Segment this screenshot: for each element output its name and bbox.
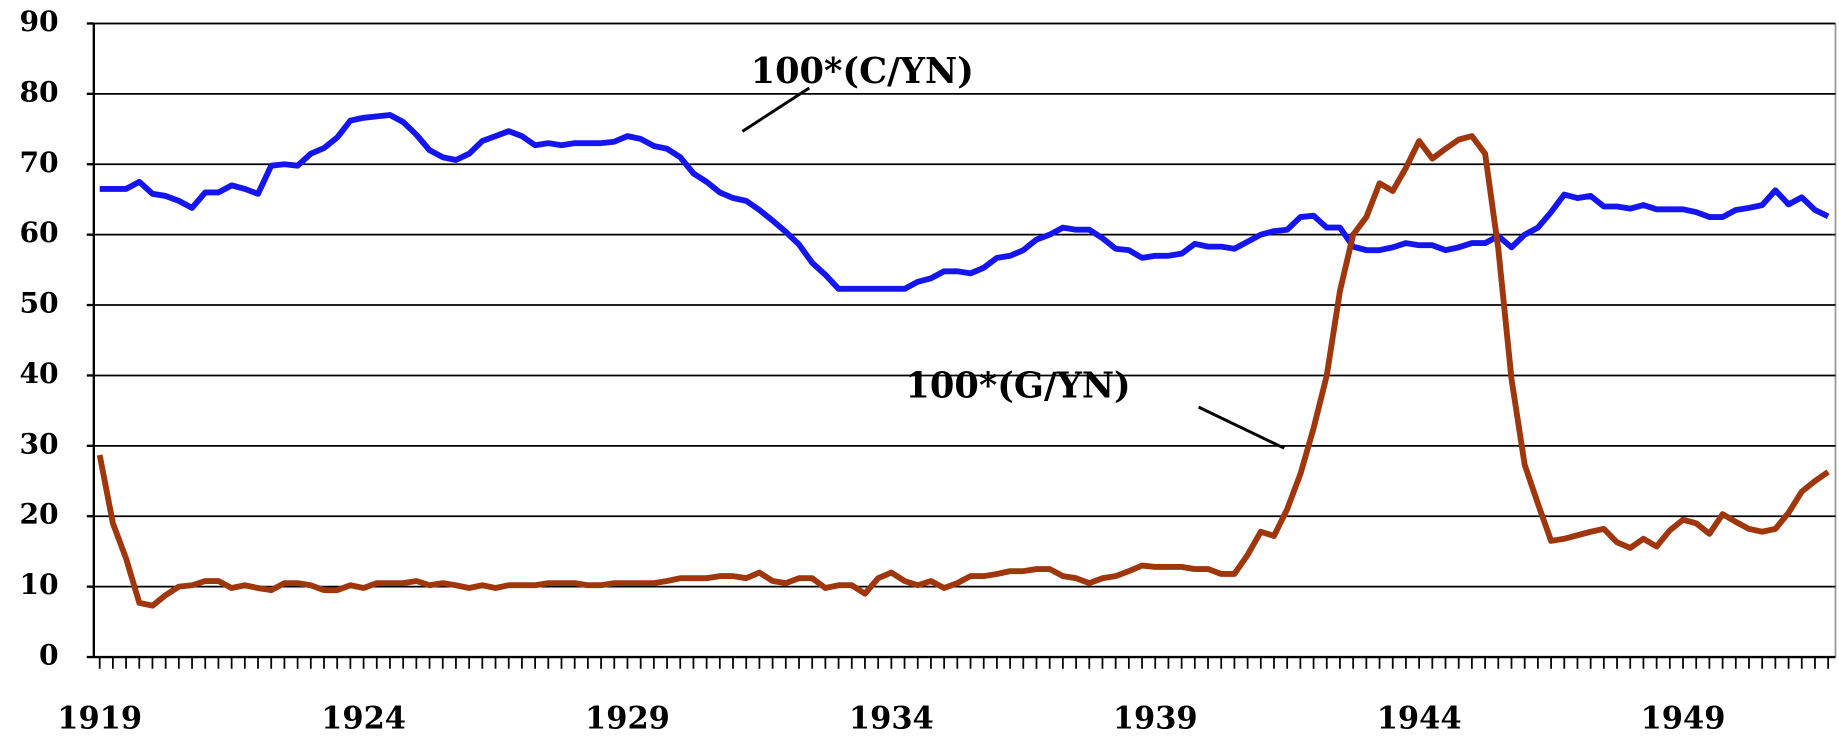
annotation: 100*(G/YN) [905,365,1130,406]
y-tick-label: 80 [19,75,58,108]
x-tick-label: 1919 [57,700,142,736]
x-tick-label: 1924 [321,700,406,736]
y-tick-label: 90 [19,5,58,38]
y-tick-label: 10 [19,568,58,601]
y-tick-label: 40 [19,357,58,390]
line-series [96,133,1830,609]
annotation: 100*(C/YN) [751,51,974,92]
y-tick-label: 20 [19,498,58,531]
x-tick-label: 1944 [1377,700,1462,736]
y-tick-label: 0 [39,639,59,672]
y-tick-label: 30 [19,427,58,460]
y-tick-label: 70 [19,146,58,179]
x-tick-label: 1939 [1113,700,1198,736]
annotation-pointer [1198,405,1285,450]
x-tick-label: 1929 [585,700,670,736]
line-series [99,112,1830,292]
x-tick-label: 1934 [849,700,934,736]
y-tick-label: 50 [19,287,58,320]
annotation-pointer [741,86,811,133]
x-tick-label: 1949 [1641,700,1726,736]
y-tick-label: 60 [19,216,58,249]
